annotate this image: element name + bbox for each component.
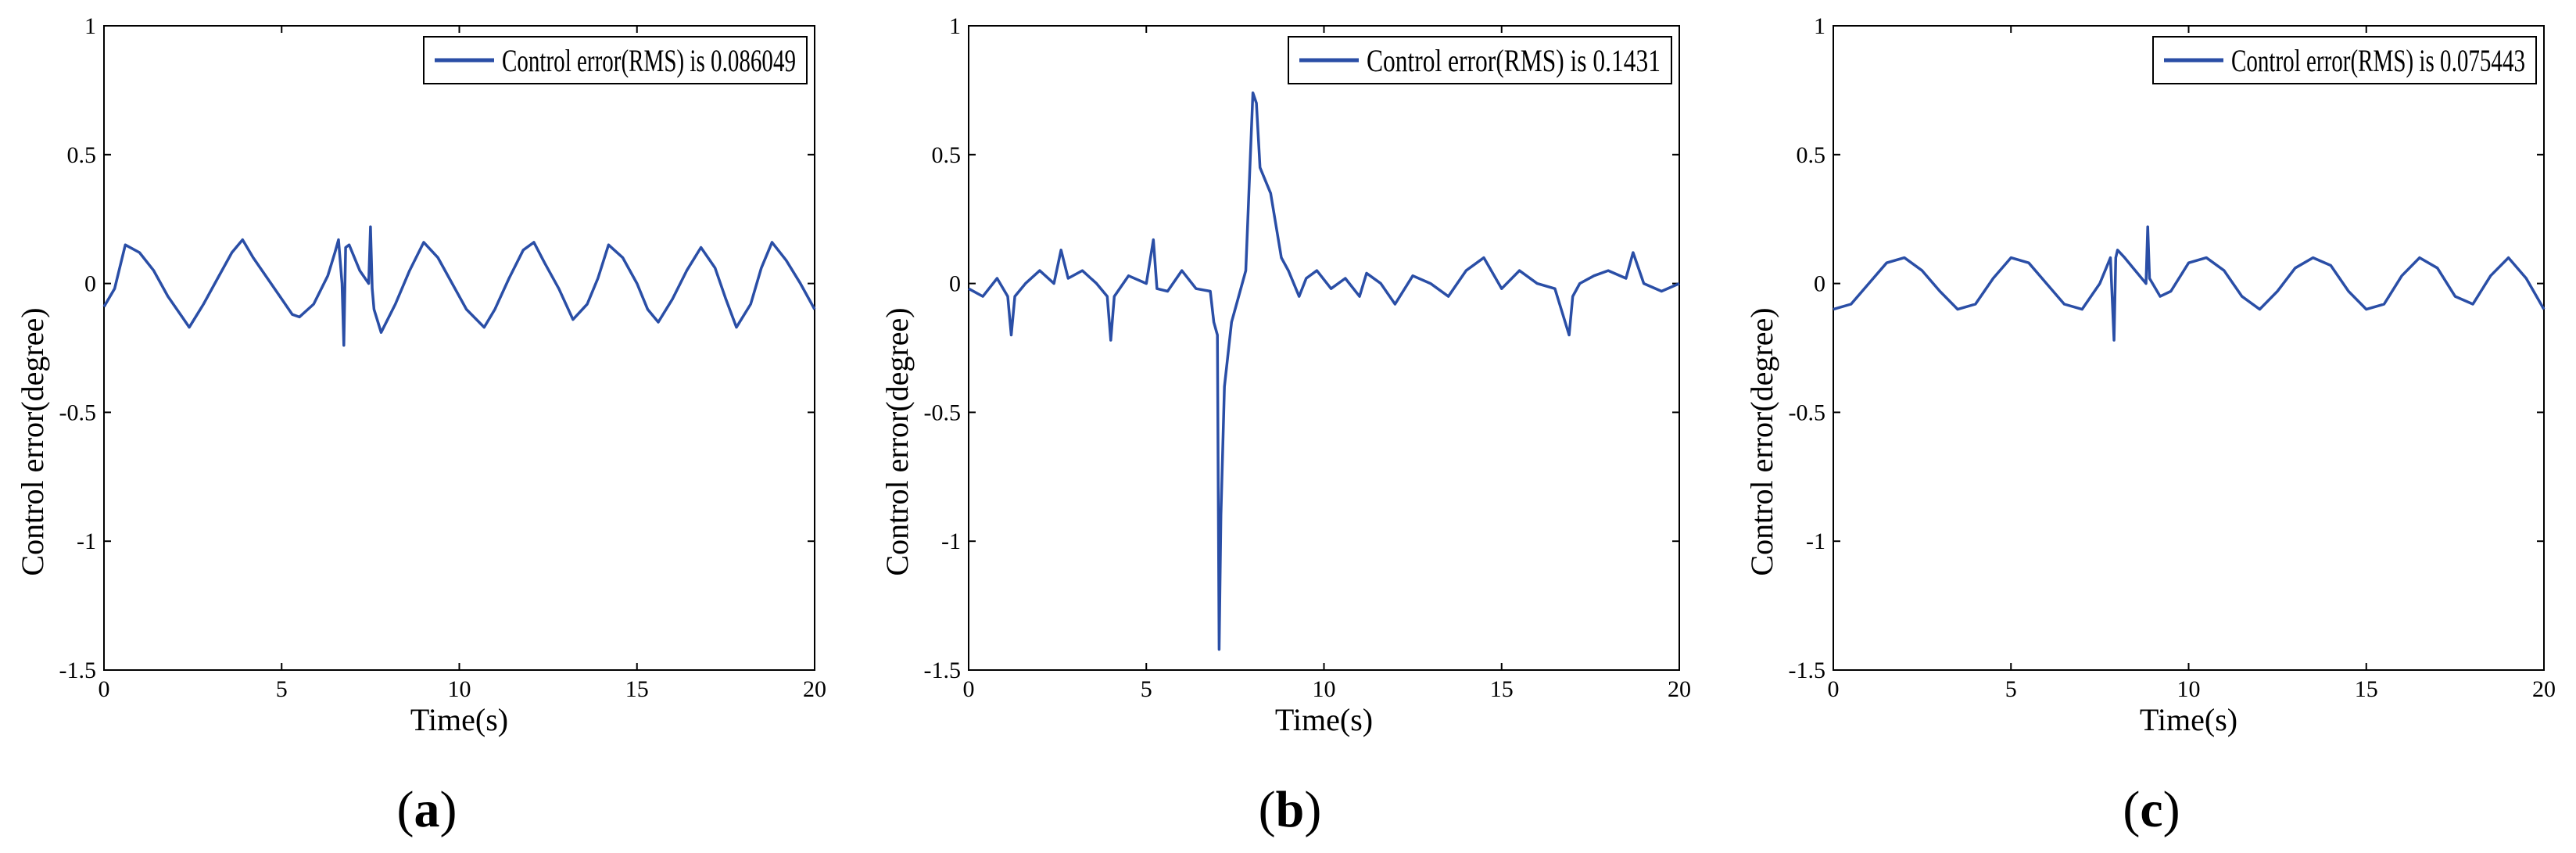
x-axis-label: Time(s) — [1275, 702, 1373, 737]
x-axis-label: Time(s) — [410, 702, 508, 737]
y-tick-label: -1.5 — [1789, 658, 1826, 683]
series-line — [1833, 225, 2546, 342]
x-tick-label: 15 — [2355, 676, 2378, 702]
x-tick-label: 15 — [625, 676, 649, 702]
x-tick-label: 20 — [2532, 676, 2556, 702]
y-axis-label: Control error(degree) — [15, 307, 50, 575]
x-tick-label: 0 — [963, 676, 975, 702]
series-line — [968, 91, 1680, 651]
plot-frame — [968, 25, 1680, 671]
y-tick-label: -0.5 — [924, 400, 962, 425]
y-tick-label: -1 — [1806, 529, 1825, 554]
panel-label-close-paren: ) — [440, 781, 457, 838]
y-tick-label: 0 — [84, 271, 96, 297]
panel-label: (c) — [2123, 781, 2180, 838]
x-tick-label: 0 — [99, 676, 110, 702]
x-tick-label: 5 — [1141, 676, 1152, 702]
series-line — [102, 225, 816, 347]
y-tick-label: -1 — [77, 529, 96, 554]
plot-frame — [1833, 25, 2545, 671]
legend-label: Control error(RMS) is 0.086049 — [502, 43, 796, 78]
y-tick-label: -1.5 — [59, 658, 97, 683]
legend-label: Control error(RMS) is 0.075443 — [2231, 43, 2525, 78]
x-tick-label: 10 — [448, 676, 471, 702]
y-tick-label: 0 — [1814, 271, 1825, 297]
y-tick-label: -0.5 — [59, 400, 97, 425]
x-axis-label: Time(s) — [2140, 702, 2237, 737]
y-tick-label: 1 — [84, 13, 96, 39]
y-tick-label: 1 — [949, 13, 961, 39]
y-tick-label: 0.5 — [1797, 142, 1826, 168]
y-tick-label: -1 — [941, 529, 961, 554]
y-axis-label: Control error(degree) — [1744, 307, 1779, 575]
x-tick-label: 5 — [276, 676, 288, 702]
y-tick-label: 0 — [949, 271, 961, 297]
x-tick-label: 20 — [803, 676, 826, 702]
y-tick-label: -0.5 — [1789, 400, 1826, 425]
panel-label-close-paren: ) — [2163, 781, 2180, 838]
y-tick-label: 0.5 — [67, 142, 97, 168]
panel-b: 0 5 10 15 20 1 0.5 0 -0.5 -1 -1.5 Control error(RMS… — [880, 13, 1691, 838]
x-tick-label: 0 — [1828, 676, 1840, 702]
y-axis-label: Control error(degree) — [880, 307, 915, 575]
panel-label-close-paren: ) — [1304, 781, 1321, 838]
legend-box — [2152, 36, 2537, 84]
panel-c: 0 5 10 15 20 1 0.5 0 -0.5 -1 -1.5 Control error(RMS… — [1744, 13, 2556, 838]
plot-frame — [103, 25, 815, 671]
y-tick-label: 1 — [1814, 13, 1825, 39]
panel-label-open-paren: ( — [2123, 781, 2140, 838]
panel-label-letter: b — [1276, 781, 1305, 838]
y-tick-label: -1.5 — [924, 658, 962, 683]
panel-label-letter: a — [414, 781, 440, 838]
panel-label-letter: c — [2140, 781, 2162, 838]
panel-label: (b) — [1259, 781, 1322, 838]
panel-a: 0 5 10 15 20 1 0.5 0 -0.5 -1 -1.5 Control error(RMS… — [15, 13, 826, 838]
panel-label: (a) — [397, 781, 457, 838]
panel-label-open-paren: ( — [1259, 781, 1276, 838]
x-tick-label: 10 — [1313, 676, 1336, 702]
x-tick-label: 20 — [1668, 676, 1691, 702]
x-tick-label: 15 — [1490, 676, 1514, 702]
x-tick-label: 5 — [2005, 676, 2017, 702]
panel-label-open-paren: ( — [397, 781, 414, 838]
x-tick-label: 10 — [2177, 676, 2201, 702]
legend-label: Control error(RMS) is 0.1431 — [1367, 43, 1661, 78]
y-tick-label: 0.5 — [932, 142, 962, 168]
